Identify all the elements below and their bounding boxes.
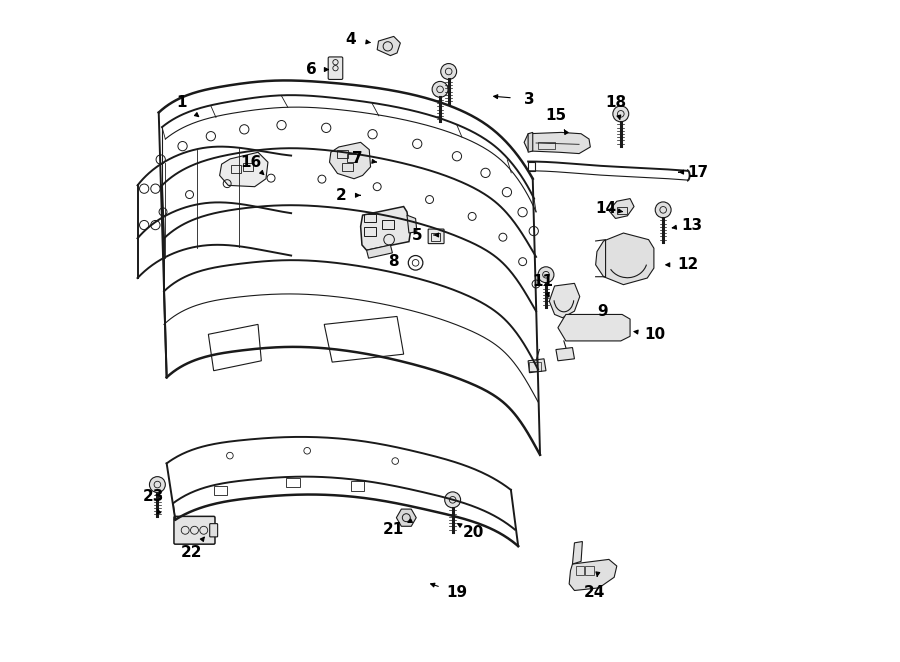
Bar <box>338 150 348 158</box>
Text: 18: 18 <box>605 95 626 110</box>
Polygon shape <box>528 359 546 373</box>
Text: 24: 24 <box>583 585 605 600</box>
Bar <box>346 154 357 162</box>
Circle shape <box>432 81 448 97</box>
Polygon shape <box>366 245 392 258</box>
Text: 5: 5 <box>411 228 422 242</box>
Polygon shape <box>528 132 533 152</box>
Text: 10: 10 <box>644 327 666 342</box>
Bar <box>342 163 353 171</box>
Circle shape <box>445 492 461 508</box>
Circle shape <box>149 477 166 493</box>
Text: 22: 22 <box>181 545 202 560</box>
Text: 6: 6 <box>306 62 317 77</box>
Text: 14: 14 <box>595 201 616 216</box>
Text: 1: 1 <box>176 95 187 110</box>
Polygon shape <box>569 559 616 591</box>
Bar <box>616 207 627 214</box>
Text: 3: 3 <box>524 92 535 107</box>
Bar <box>585 566 594 575</box>
Polygon shape <box>609 199 634 218</box>
Polygon shape <box>556 348 574 361</box>
Circle shape <box>538 267 554 283</box>
Text: 12: 12 <box>678 258 699 272</box>
Text: 2: 2 <box>336 188 346 203</box>
Text: 11: 11 <box>532 274 554 289</box>
Text: 17: 17 <box>688 165 709 179</box>
Polygon shape <box>361 207 410 250</box>
Circle shape <box>613 106 629 122</box>
FancyBboxPatch shape <box>210 524 218 537</box>
Polygon shape <box>407 215 417 233</box>
Bar <box>364 214 376 222</box>
Bar <box>286 478 300 487</box>
Bar <box>382 220 393 229</box>
Text: 15: 15 <box>545 109 566 123</box>
Text: 16: 16 <box>241 155 262 169</box>
Bar <box>529 362 542 371</box>
Polygon shape <box>558 314 630 341</box>
Text: 7: 7 <box>352 152 363 166</box>
Circle shape <box>441 64 456 79</box>
Text: 4: 4 <box>346 32 356 47</box>
Polygon shape <box>549 283 580 318</box>
Text: 20: 20 <box>463 526 484 540</box>
Text: 23: 23 <box>143 489 164 504</box>
Polygon shape <box>377 36 400 56</box>
FancyBboxPatch shape <box>174 516 215 544</box>
Text: 19: 19 <box>446 585 467 600</box>
Text: 8: 8 <box>389 254 399 269</box>
FancyBboxPatch shape <box>428 229 444 244</box>
Bar <box>231 165 241 173</box>
Circle shape <box>655 202 671 218</box>
Text: 9: 9 <box>597 304 608 318</box>
Polygon shape <box>220 152 268 187</box>
Bar <box>538 142 554 149</box>
Bar <box>576 566 584 575</box>
Polygon shape <box>596 233 654 285</box>
Bar <box>364 227 376 236</box>
Polygon shape <box>572 542 582 564</box>
Text: 13: 13 <box>681 218 702 232</box>
Bar <box>351 481 364 491</box>
Bar <box>213 486 227 495</box>
Bar <box>243 163 254 171</box>
Text: 21: 21 <box>383 522 404 537</box>
Polygon shape <box>524 132 590 154</box>
Polygon shape <box>329 142 371 179</box>
Bar <box>431 233 440 241</box>
FancyBboxPatch shape <box>328 57 343 79</box>
